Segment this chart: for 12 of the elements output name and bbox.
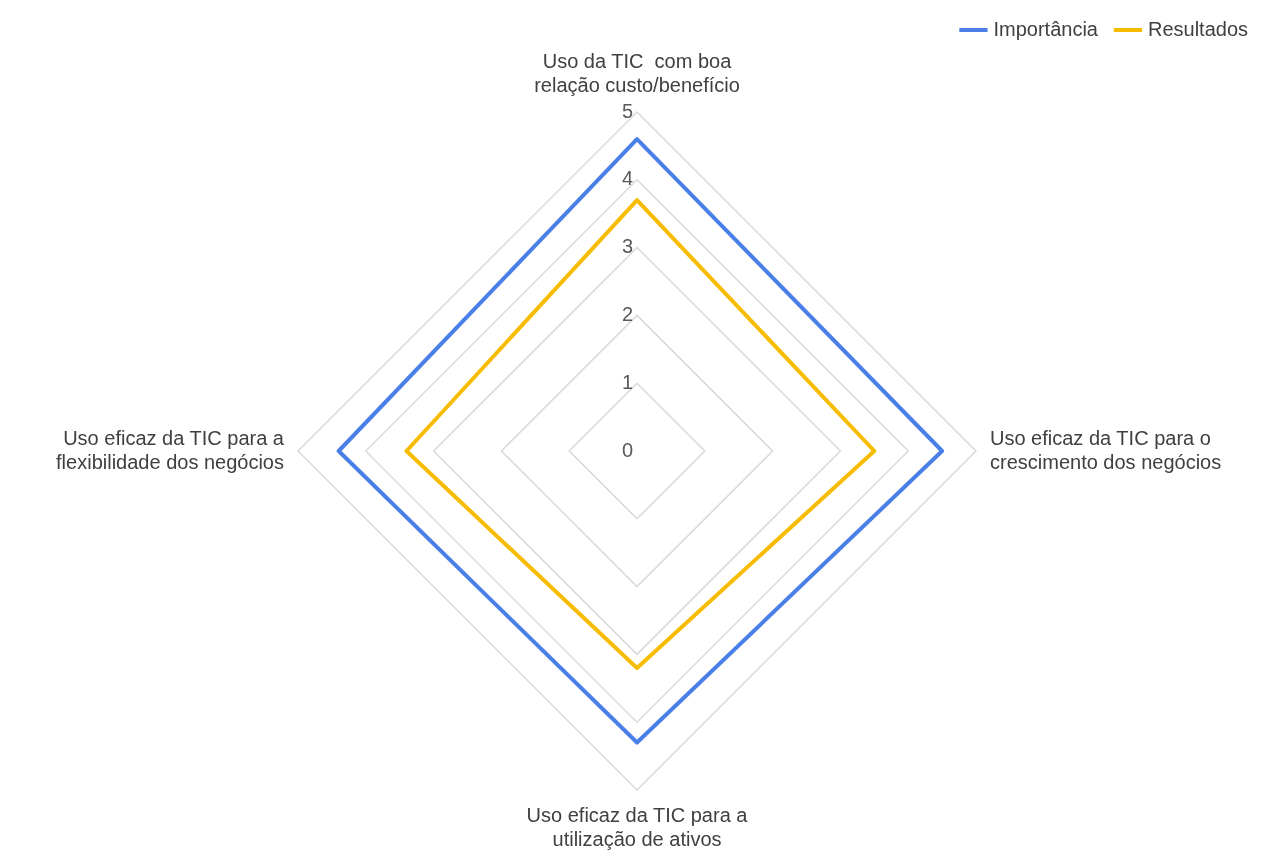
legend-label: Resultados <box>1147 17 1248 40</box>
legend-label: Importância <box>993 17 1099 40</box>
y-tick-label: 5 <box>621 99 633 122</box>
spoke-label: Uso eficaz da TIC para o crescimento dos negócios <box>990 426 1222 473</box>
spoke-label: Uso eficaz da TIC para a utilização de ativos <box>526 803 749 850</box>
y-tick-label: 1 <box>621 370 633 393</box>
spoke-label: Uso da TIC com boa relação custo/benefício <box>534 49 740 96</box>
y-tick-label: 3 <box>621 235 633 258</box>
y-tick-label: 4 <box>621 167 633 190</box>
y-tick-label: 2 <box>621 302 633 325</box>
y-tick-label: 0 <box>621 438 633 461</box>
spoke-label: Uso eficaz da TIC para a flexibilidade dos negócios <box>56 426 285 473</box>
